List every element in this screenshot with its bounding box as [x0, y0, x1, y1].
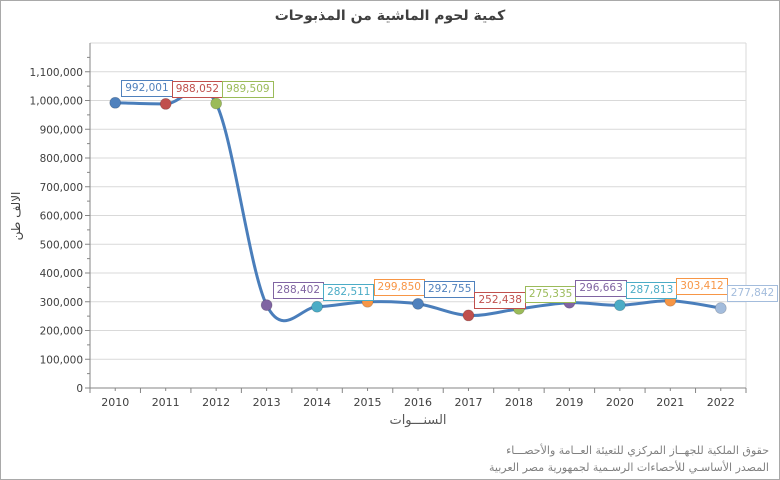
x-tick-label: 2012: [202, 396, 230, 409]
x-tick-label: 2011: [152, 396, 180, 409]
x-tick-label: 2020: [606, 396, 634, 409]
data-point-marker: [513, 302, 525, 315]
y-tick-label: 300,000: [40, 297, 83, 309]
x-tick-label: 2018: [505, 396, 533, 409]
y-tick-label: 900,000: [40, 124, 83, 136]
x-tick-label: 2016: [404, 396, 432, 409]
data-point-marker: [462, 309, 475, 322]
data-point-marker: [159, 98, 172, 110]
y-tick-label: 700,000: [40, 182, 83, 194]
data-point-marker: [361, 295, 374, 308]
data-point-marker: [563, 296, 576, 309]
x-tick-label: 2019: [555, 396, 583, 409]
y-tick-label: 400,000: [40, 268, 83, 280]
y-tick-label: 200,000: [40, 326, 83, 338]
x-tick-label: 2010: [101, 396, 129, 409]
y-tick-label: 500,000: [40, 239, 83, 251]
source-line-2: المصدر الأساسـي للأحصاءات الرسـمية لجمهو…: [489, 461, 769, 474]
data-point-marker: [109, 96, 122, 109]
x-tick-label: 2015: [354, 396, 382, 409]
source-note: حقوق الملكية للجهــاز المركزي للتعيئة ال…: [489, 442, 769, 476]
y-tick-label: 600,000: [40, 211, 83, 223]
x-tick-label: 2013: [253, 396, 281, 409]
y-tick-label: 0: [76, 383, 83, 395]
data-point-marker: [260, 299, 273, 311]
data-point-marker: [311, 300, 323, 313]
series-line: [113, 87, 723, 322]
data-point-marker: [613, 299, 626, 312]
y-tick-label: 100,000: [40, 354, 83, 366]
data-point-marker: [412, 297, 424, 310]
x-axis-title: السنـــوات: [389, 413, 447, 428]
data-point-marker: [664, 294, 677, 307]
data-point-marker: [210, 97, 223, 110]
y-tick-label: 800,000: [40, 153, 83, 165]
y-tick-label: 1,000,000: [30, 96, 83, 108]
y-axis-title: الالف طن: [9, 191, 23, 241]
y-tick-label: 1,100,000: [30, 67, 83, 79]
x-tick-label: 2021: [656, 396, 684, 409]
chart-title: كمية لحوم الماشية من المذبوحات: [274, 8, 506, 24]
source-line-1: حقوق الملكية للجهــاز المركزي للتعيئة ال…: [506, 444, 769, 457]
x-tick-label: 2022: [707, 396, 735, 409]
data-point-marker: [714, 302, 727, 314]
x-tick-label: 2017: [454, 396, 482, 409]
x-tick-label: 2014: [303, 396, 331, 409]
